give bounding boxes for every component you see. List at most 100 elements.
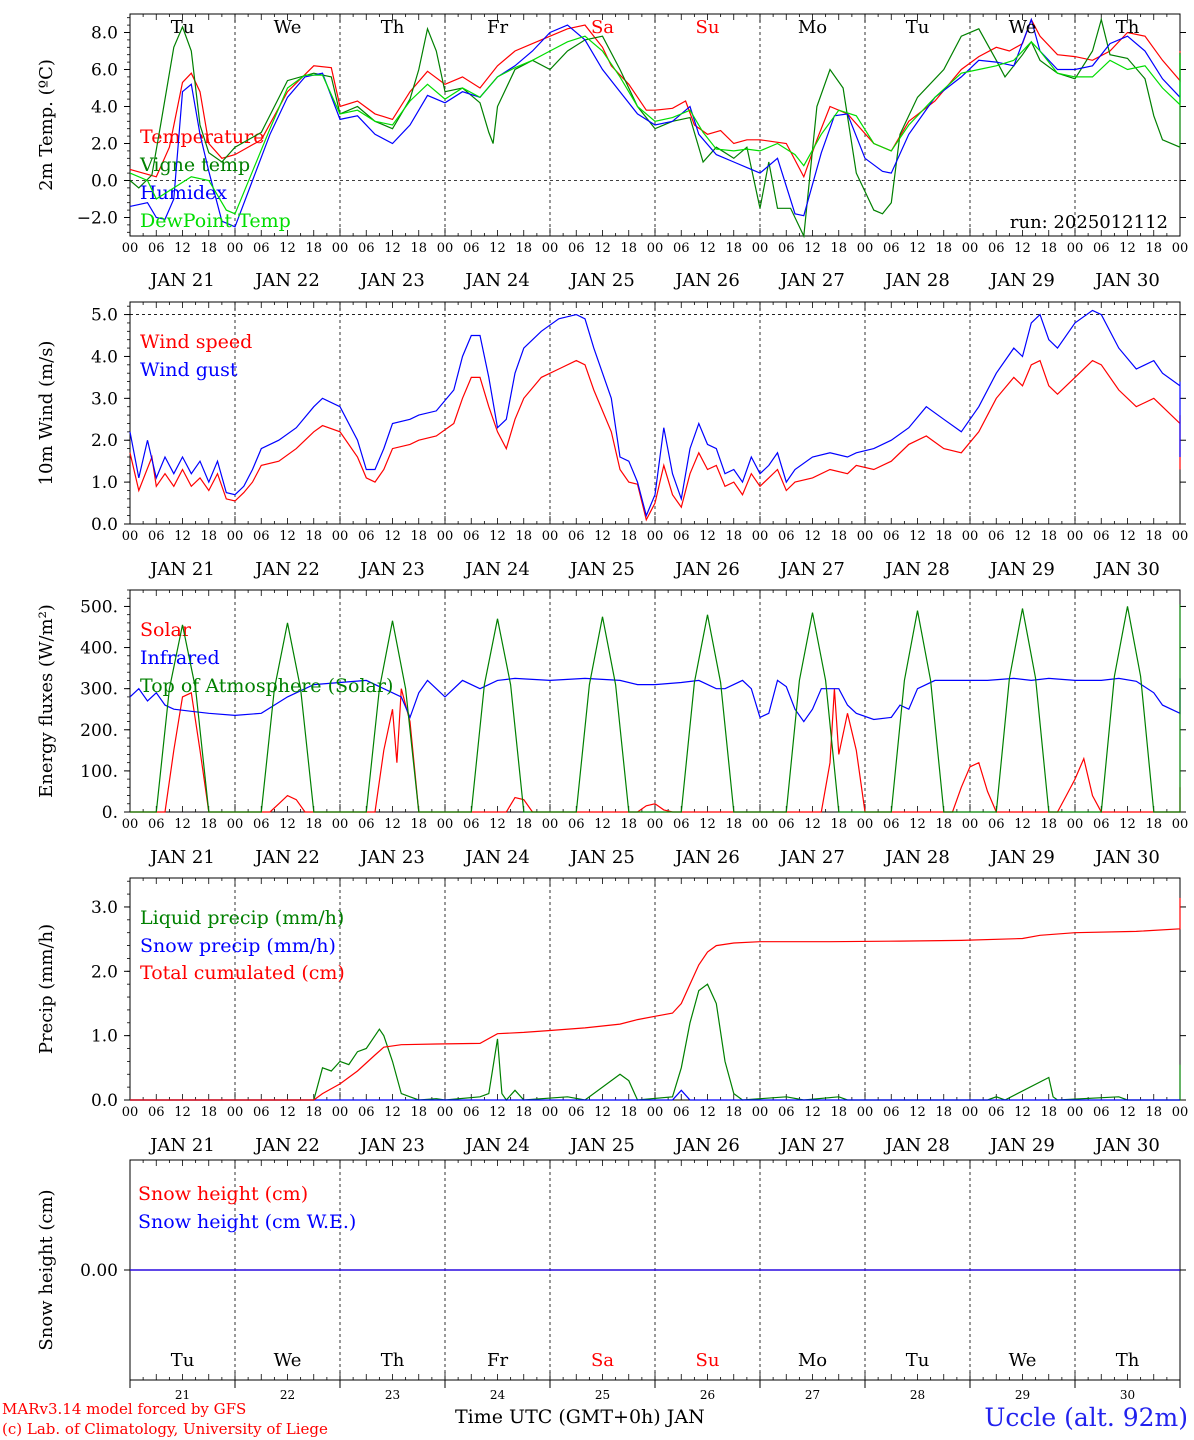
date-label: JAN 25 xyxy=(568,270,635,291)
legend-entry: Temperature xyxy=(140,126,264,148)
credit-line-1: MARv3.14 model forced by GFS xyxy=(2,1400,247,1418)
hour-label: 00 xyxy=(332,1105,349,1120)
hour-label: 00 xyxy=(227,1105,244,1120)
day-name-label: Th xyxy=(381,17,405,38)
date-label: JAN 28 xyxy=(883,270,950,291)
hour-label: 06 xyxy=(778,1105,795,1120)
hour-label: 06 xyxy=(883,817,900,832)
hour-label: 12 xyxy=(1014,1105,1031,1120)
y-tick-label: 0.00 xyxy=(80,1261,118,1281)
date-label: JAN 22 xyxy=(253,1135,320,1156)
day-name-label: We xyxy=(274,1350,302,1371)
y-tick-label: 2.0 xyxy=(91,962,118,982)
hour-label: 18 xyxy=(620,529,637,544)
series-line-top-of-atmosphere-solar xyxy=(130,604,1181,813)
hour-label: 00 xyxy=(962,1105,979,1120)
y-tick-label: 5.0 xyxy=(91,306,118,326)
hour-label: 00 xyxy=(122,1105,139,1120)
hour-label: 18 xyxy=(1040,241,1057,256)
hour-label: 18 xyxy=(725,817,742,832)
hour-label: 18 xyxy=(1145,529,1162,544)
y-tick-label: 500. xyxy=(80,597,118,617)
date-label: JAN 26 xyxy=(673,847,740,868)
hour-label: 18 xyxy=(620,1105,637,1120)
hour-label: 06 xyxy=(1093,817,1110,832)
hour-label: 18 xyxy=(1040,1105,1057,1120)
station-label: Uccle (alt. 92m) xyxy=(984,1403,1188,1432)
y-tick-label: 0. xyxy=(102,803,118,823)
panel-precip: 0.0 1.0 2.0 3.0 Precip (mm/h) Liquid precip (… xyxy=(36,877,1189,1156)
hour-label: 18 xyxy=(305,817,322,832)
date-label: JAN 29 xyxy=(988,1135,1055,1156)
hour-label: 18 xyxy=(935,529,952,544)
legend-entry: Wind gust xyxy=(140,359,238,381)
hour-label: 06 xyxy=(568,1105,585,1120)
hour-label: 00 xyxy=(752,817,769,832)
hour-label: 12 xyxy=(174,529,191,544)
hour-label: 12 xyxy=(1014,529,1031,544)
hour-label: 00 xyxy=(437,1105,454,1120)
day-name-label: Th xyxy=(1116,17,1140,38)
hour-label: 00 xyxy=(752,529,769,544)
day-name-label: Mo xyxy=(798,17,827,38)
hour-label: 18 xyxy=(1145,1105,1162,1120)
hour-label: 06 xyxy=(253,817,270,832)
hour-label: 00 xyxy=(647,241,664,256)
y-tick-label: 400. xyxy=(80,639,118,659)
hour-label: 18 xyxy=(830,817,847,832)
y-tick-label: −2.0 xyxy=(77,209,118,229)
hour-label: 06 xyxy=(883,1105,900,1120)
hour-label: 00 xyxy=(332,529,349,544)
date-label: JAN 22 xyxy=(253,559,320,580)
day-number-label: 21 xyxy=(175,1388,190,1402)
y-tick-label: 300. xyxy=(80,680,118,700)
date-label: JAN 26 xyxy=(673,1135,740,1156)
series-line-wind-speed xyxy=(129,359,1181,522)
date-label: JAN 30 xyxy=(1093,270,1160,291)
panel-energy: 0. 100. 200. 300. 400. 500. Energy fluxes (W/m… xyxy=(36,589,1188,868)
hour-label: 00 xyxy=(1172,241,1189,256)
legend-entry: Total cumulated (cm) xyxy=(140,962,345,984)
hour-label: 18 xyxy=(1145,817,1162,832)
hour-label: 06 xyxy=(673,1105,690,1120)
legend-entry: Wind speed xyxy=(140,331,252,353)
hour-label: 18 xyxy=(1040,817,1057,832)
hour-label: 18 xyxy=(410,241,427,256)
hour-label: 12 xyxy=(1119,529,1136,544)
hour-label: 06 xyxy=(463,1105,480,1120)
hour-label: 06 xyxy=(988,529,1005,544)
hour-label: 06 xyxy=(568,529,585,544)
hour-label: 18 xyxy=(830,241,847,256)
hour-label: 00 xyxy=(332,241,349,256)
hour-label: 00 xyxy=(962,529,979,544)
hour-label: 18 xyxy=(305,241,322,256)
day-number-label: 26 xyxy=(700,1388,715,1402)
day-name-label: Tu xyxy=(171,1350,195,1371)
day-number-label: 25 xyxy=(595,1388,610,1402)
hour-label: 12 xyxy=(279,241,296,256)
hour-label: 18 xyxy=(620,241,637,256)
hour-label: 00 xyxy=(1067,241,1084,256)
day-name-label: We xyxy=(1009,1350,1037,1371)
day-name-label: Th xyxy=(381,1350,405,1371)
hour-label: 06 xyxy=(463,529,480,544)
date-label: JAN 21 xyxy=(148,1135,215,1156)
hour-label: 00 xyxy=(122,529,139,544)
date-label: JAN 21 xyxy=(148,847,215,868)
date-label: JAN 27 xyxy=(778,847,845,868)
y-axis-title: Snow height (cm) xyxy=(36,1189,57,1350)
hour-label: 12 xyxy=(489,817,506,832)
legend-entry: Vigne temp xyxy=(139,154,250,176)
series-line-dewpoint-temp xyxy=(129,35,1181,215)
hour-label: 18 xyxy=(515,1105,532,1120)
hour-label: 00 xyxy=(437,529,454,544)
hour-label: 06 xyxy=(778,241,795,256)
hour-label: 18 xyxy=(935,1105,952,1120)
date-label: JAN 29 xyxy=(988,270,1055,291)
hour-label: 12 xyxy=(804,241,821,256)
day-name-label: Tu xyxy=(171,17,195,38)
hour-label: 00 xyxy=(1172,1105,1189,1120)
y-axis-title: Precip (mm/h) xyxy=(36,924,57,1054)
hour-label: 06 xyxy=(568,817,585,832)
legend-entry: Infrared xyxy=(140,647,220,669)
